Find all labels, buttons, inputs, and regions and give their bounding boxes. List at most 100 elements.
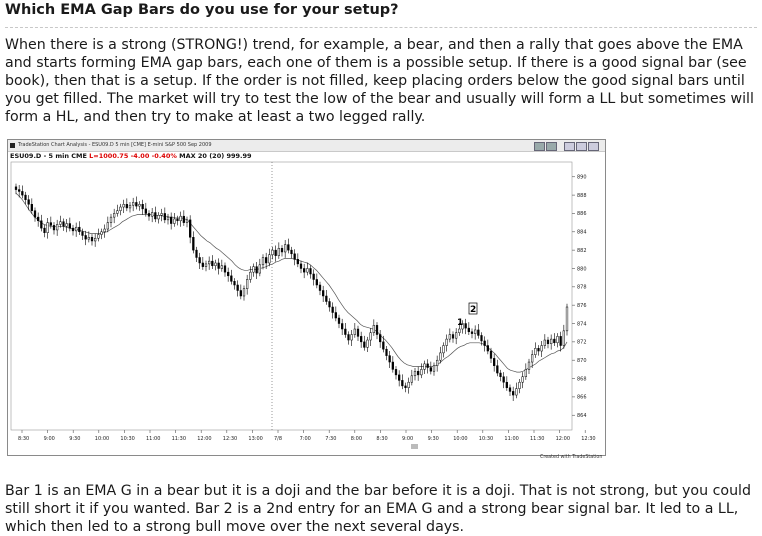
app-icon [10, 143, 15, 148]
candle [553, 338, 556, 344]
candle [290, 249, 293, 255]
x-tick-label: 12:30 [223, 436, 237, 442]
candle [97, 234, 100, 239]
y-tick-label: 864 [577, 413, 587, 419]
candle [157, 215, 160, 220]
candle [214, 262, 217, 266]
candle [534, 348, 537, 355]
candle [306, 268, 309, 273]
candle [141, 204, 144, 210]
y-tick-label: 890 [577, 175, 587, 181]
candle [90, 237, 94, 242]
candle [284, 244, 287, 253]
candle [502, 376, 505, 383]
candle [62, 221, 65, 227]
chart-titlebar: TradeStation Chart Analysis - ESU09.D 5 … [8, 140, 605, 152]
candle [559, 336, 562, 346]
divider [5, 27, 757, 28]
y-tick-label: 868 [577, 376, 587, 382]
candle [432, 365, 436, 372]
candle [518, 381, 521, 389]
candle [318, 284, 322, 291]
candle [43, 227, 46, 233]
candle [388, 355, 391, 363]
x-tick-label: 9:30 [69, 436, 80, 442]
toolbar-icon[interactable] [534, 142, 545, 151]
chart-window-title: TradeStation Chart Analysis - ESU09.D 5 … [18, 142, 212, 148]
candle [375, 325, 379, 335]
x-tick-label: 11:30 [530, 436, 544, 442]
last-price-label: L=1000.75 -4.00 -0.40% [89, 152, 177, 160]
scroll-thumb[interactable] [411, 444, 418, 449]
outro-paragraph: Bar 1 is an EMA G in a bear but it is a … [5, 483, 752, 535]
candle [258, 264, 261, 274]
candle [429, 367, 432, 372]
candle [135, 202, 138, 207]
candle [106, 222, 109, 230]
candle [363, 341, 366, 348]
candle [71, 227, 75, 232]
candle [198, 257, 201, 264]
candle [201, 262, 204, 267]
minimize-icon[interactable] [564, 142, 575, 151]
candle [227, 271, 230, 277]
candle [166, 216, 170, 221]
y-tick-label: 876 [577, 303, 587, 309]
candle [27, 199, 30, 205]
candle [467, 327, 470, 333]
y-tick-label: 872 [577, 340, 587, 346]
candle [372, 325, 375, 333]
candle [556, 336, 559, 344]
close-icon[interactable] [588, 142, 599, 151]
x-tick-label: 10:00 [453, 436, 467, 442]
candle [233, 281, 236, 286]
candle [14, 186, 18, 190]
candle [113, 213, 116, 218]
candle [84, 235, 87, 240]
candle [303, 268, 306, 273]
candle [420, 369, 423, 376]
candle [493, 358, 496, 366]
candle [505, 381, 508, 388]
candle [391, 361, 394, 370]
maximize-icon[interactable] [576, 142, 587, 151]
toolbar-icon[interactable] [546, 142, 557, 151]
x-tick-label: 8:30 [18, 436, 29, 442]
candle [458, 328, 461, 333]
candle [347, 334, 350, 341]
candle [189, 219, 192, 238]
candle [116, 210, 119, 214]
candle [334, 312, 337, 319]
candle [49, 222, 52, 226]
y-tick-label: 870 [577, 358, 587, 364]
x-tick-label: 11:00 [146, 436, 160, 442]
bar-2-label-box [468, 302, 478, 315]
candle [239, 290, 242, 297]
candle [18, 189, 21, 192]
x-tick-label: 10:30 [479, 436, 493, 442]
candle [192, 237, 195, 251]
candle [410, 375, 413, 383]
x-tick-label: 12:00 [197, 436, 211, 442]
candle [176, 218, 179, 222]
candle [81, 231, 84, 236]
candle [455, 332, 458, 339]
candle [37, 216, 40, 222]
candle [325, 295, 328, 302]
candle [322, 290, 325, 297]
candle [356, 328, 360, 337]
candle [464, 323, 467, 329]
candle [163, 213, 166, 221]
candle [160, 213, 163, 216]
x-tick-label: 7:00 [300, 436, 311, 442]
chart-header: ESU09.D - 5 min CME L=1000.75 -4.00 -0.4… [10, 152, 252, 160]
y-tick-label: 884 [577, 230, 587, 236]
x-tick-label: 7/8 [274, 436, 282, 442]
candle [565, 306, 569, 332]
candle [78, 226, 81, 233]
candle [223, 265, 227, 273]
candle [315, 279, 318, 286]
x-tick-label: 8:30 [376, 436, 387, 442]
candle [21, 191, 24, 196]
candle [439, 352, 442, 361]
